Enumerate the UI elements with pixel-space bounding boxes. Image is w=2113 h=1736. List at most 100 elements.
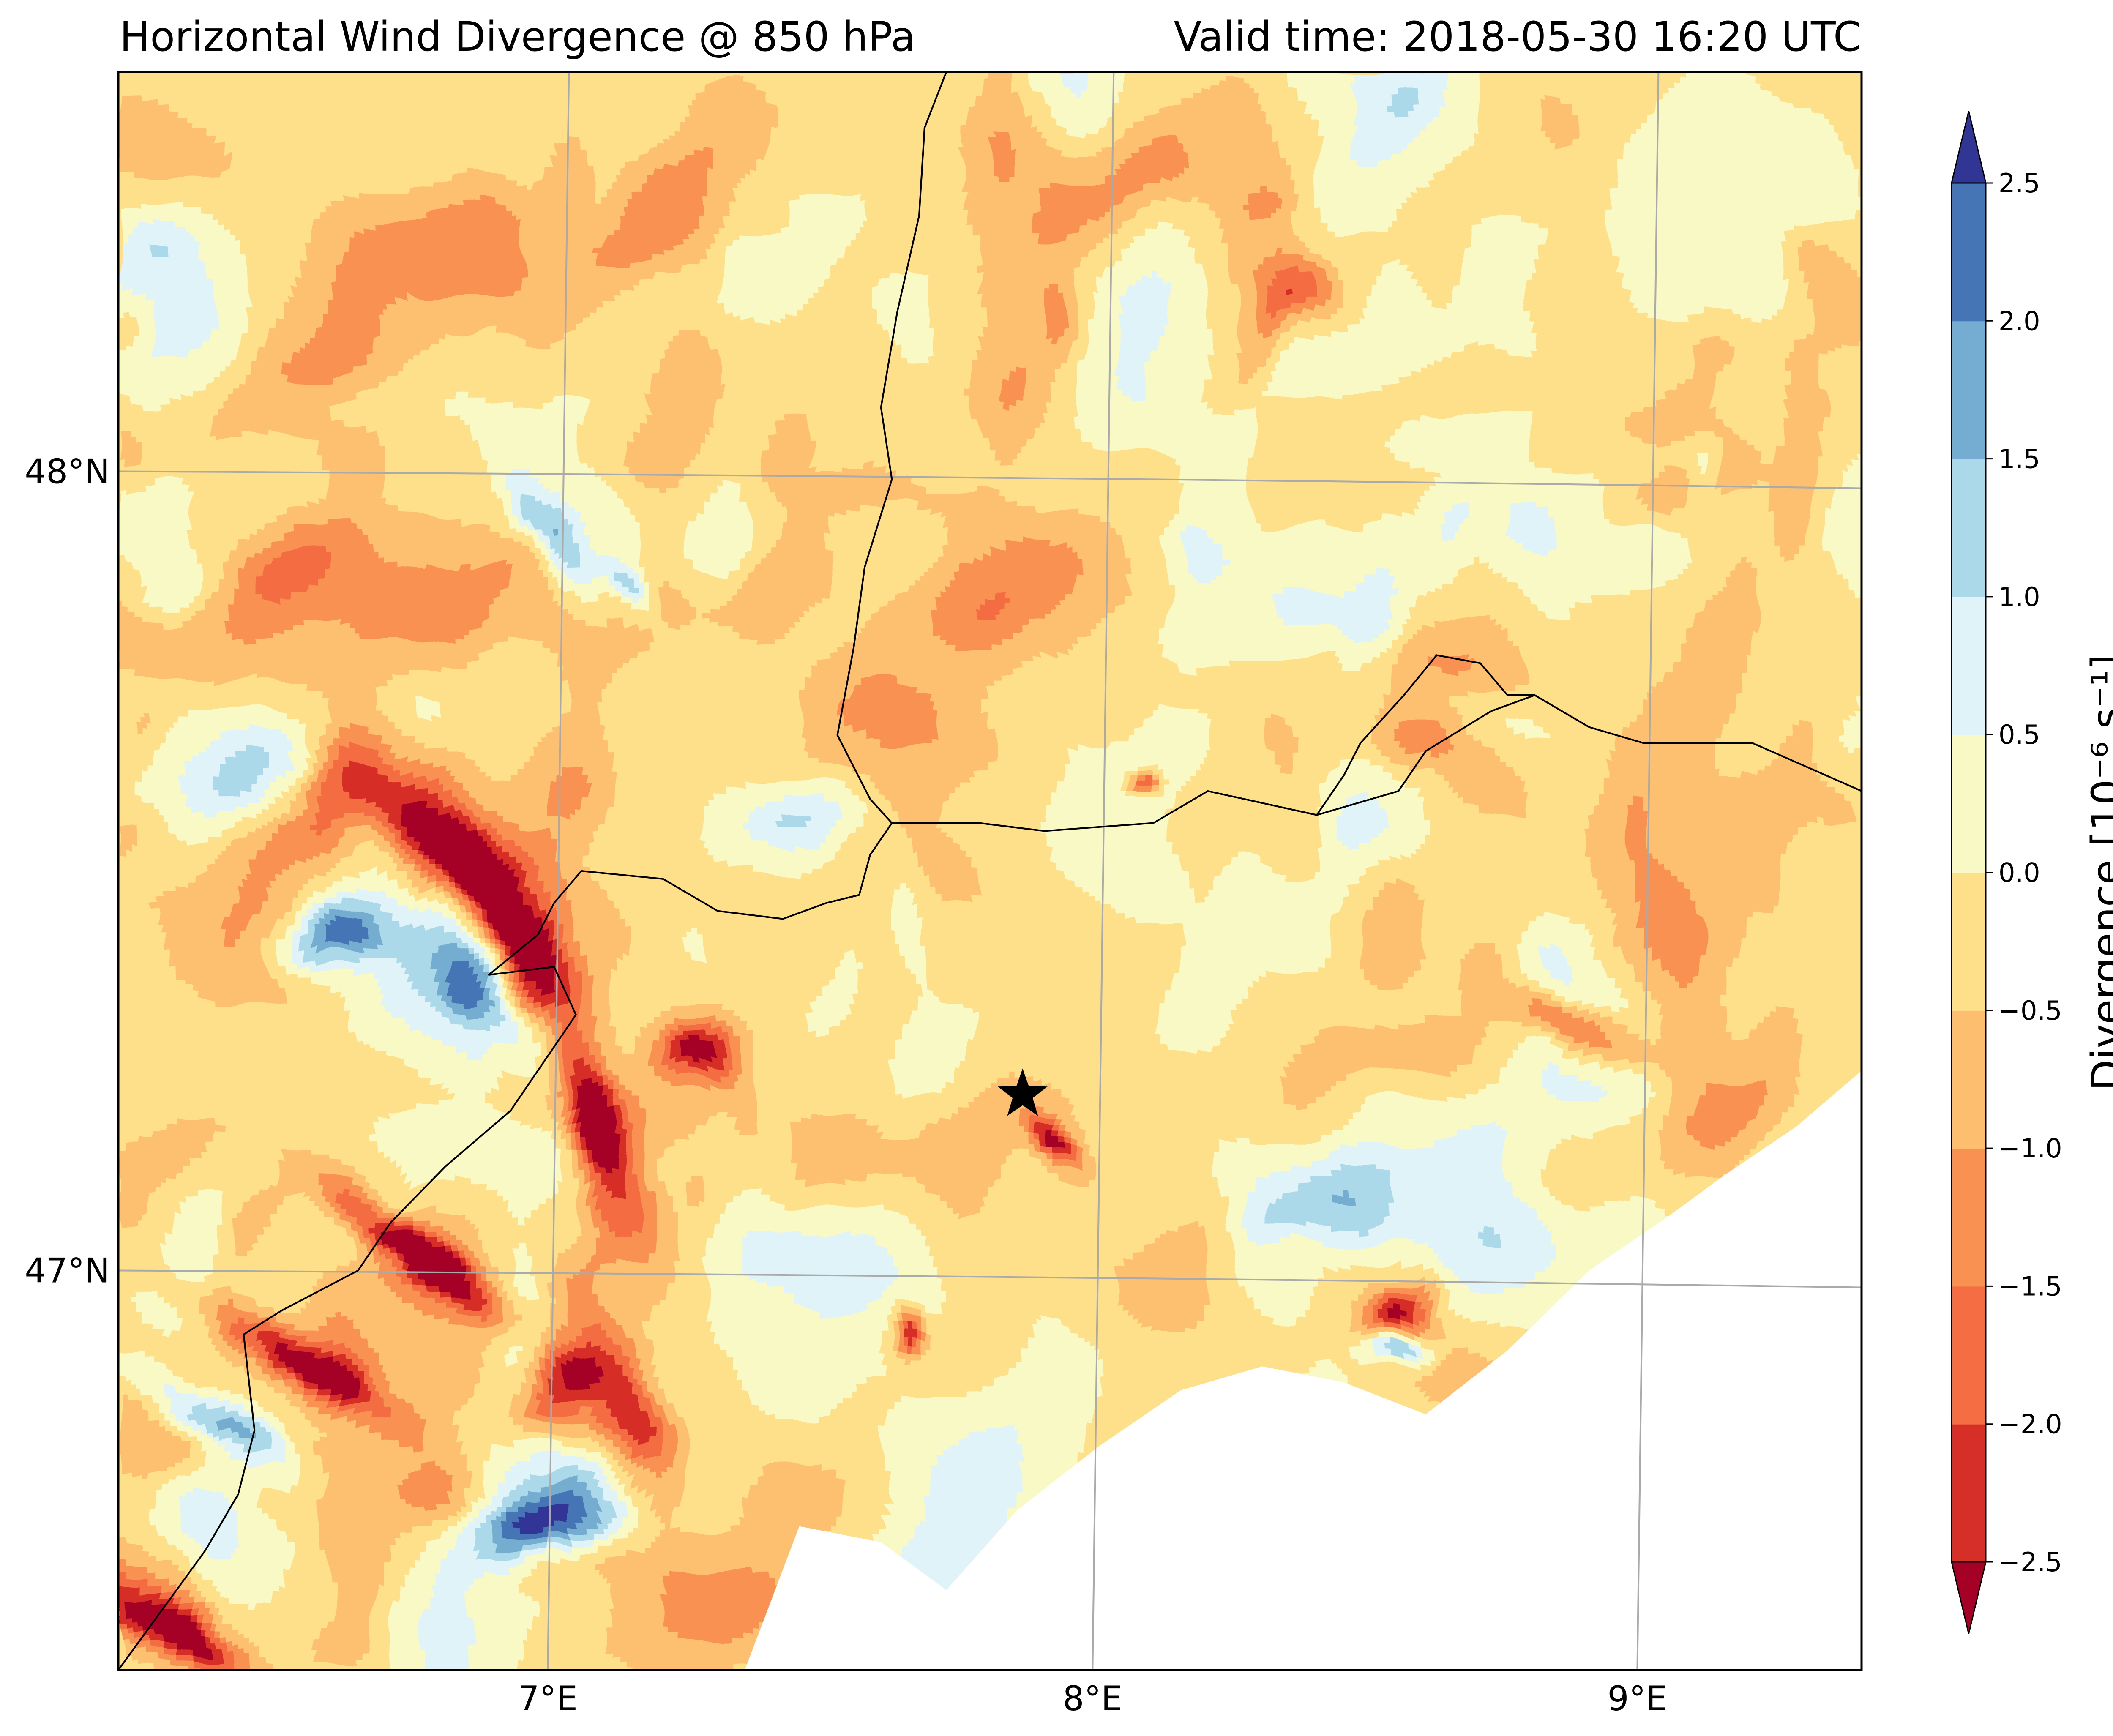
field-cell xyxy=(497,1291,509,1297)
field-cell xyxy=(692,1178,704,1185)
field-cell xyxy=(544,640,651,646)
field-cell xyxy=(473,433,580,439)
field-cell xyxy=(580,1196,592,1202)
field-cell xyxy=(887,1504,923,1510)
field-cell xyxy=(698,563,722,569)
field-cell xyxy=(923,989,935,995)
field-cell xyxy=(177,1421,190,1427)
field-cell xyxy=(710,794,787,800)
field-cell xyxy=(958,161,988,167)
field-cell xyxy=(1828,504,1862,510)
field-cell xyxy=(195,1403,207,1409)
field-cell xyxy=(1627,143,1846,149)
field-cell xyxy=(1414,1308,1426,1315)
field-cell xyxy=(929,1125,1018,1131)
field-cell xyxy=(615,581,633,587)
field-cell xyxy=(379,817,391,824)
field-cell xyxy=(941,729,994,735)
field-cell xyxy=(1278,208,1296,214)
field-cell xyxy=(183,1521,243,1528)
field-cell xyxy=(485,977,491,983)
field-cell xyxy=(231,610,491,617)
field-cell xyxy=(1254,285,1267,291)
field-cell xyxy=(1231,1226,1249,1232)
field-cell xyxy=(562,675,610,682)
field-cell xyxy=(509,569,539,575)
field-cell xyxy=(1124,379,1148,386)
field-cell xyxy=(887,1338,894,1344)
field-cell xyxy=(207,332,243,338)
field-cell xyxy=(698,1060,722,1066)
field-cell xyxy=(828,977,858,983)
field-cell xyxy=(1035,1125,1054,1131)
field-cell xyxy=(319,308,391,315)
field-cell xyxy=(1041,291,1059,297)
field-cell xyxy=(651,1013,675,1019)
field-cell xyxy=(1018,397,1048,404)
field-cell xyxy=(568,947,580,954)
field-cell xyxy=(124,557,196,563)
field-cell xyxy=(763,1285,894,1291)
field-cell xyxy=(556,1255,592,1261)
field-cell xyxy=(337,267,527,273)
field-cell xyxy=(402,1172,562,1179)
field-cell xyxy=(598,1291,663,1297)
field-cell xyxy=(1231,255,1278,262)
field-cell xyxy=(603,1297,657,1303)
field-cell xyxy=(1077,90,1119,96)
field-cell xyxy=(887,1326,894,1332)
field-cell xyxy=(213,291,249,297)
field-cell xyxy=(260,575,314,581)
field-cell xyxy=(1225,1178,1255,1185)
field-cell xyxy=(349,729,367,735)
field-cell xyxy=(1497,1066,1545,1072)
field-cell xyxy=(651,1498,681,1504)
field-cell xyxy=(1231,368,1249,374)
field-cell xyxy=(1071,551,1125,557)
field-cell xyxy=(456,782,551,788)
field-cell xyxy=(1420,1297,1432,1303)
field-cell xyxy=(586,965,616,972)
field-cell xyxy=(1166,628,1343,634)
field-cell xyxy=(811,1007,846,1013)
field-cell xyxy=(603,243,669,250)
field-cell xyxy=(1313,847,1349,853)
field-cell xyxy=(118,131,207,137)
field-cell xyxy=(1509,1166,1545,1173)
field-cell xyxy=(982,84,1018,90)
field-cell xyxy=(166,930,231,936)
field-cell xyxy=(1763,1084,1799,1090)
field-cell xyxy=(663,1474,681,1480)
field-cell xyxy=(118,226,136,232)
field-cell xyxy=(633,1095,758,1102)
field-cell xyxy=(982,433,1030,439)
field-cell xyxy=(550,1320,568,1327)
field-cell xyxy=(290,291,332,297)
field-cell xyxy=(1769,498,1811,504)
field-cell xyxy=(745,1504,846,1510)
field-cell xyxy=(1219,1160,1314,1167)
field-cell xyxy=(1787,557,1799,563)
field-cell xyxy=(325,1220,344,1226)
field-cell xyxy=(1627,805,1645,812)
field-cell xyxy=(1059,1137,1065,1143)
field-cell xyxy=(751,1391,852,1398)
field-cell xyxy=(633,581,639,587)
field-cell xyxy=(686,1024,710,1031)
field-cell xyxy=(1248,1220,1272,1226)
field-cell xyxy=(284,297,326,303)
field-cell xyxy=(651,1054,663,1060)
field-cell xyxy=(923,1509,1012,1516)
field-cell xyxy=(887,924,923,930)
field-cell xyxy=(887,1444,947,1451)
field-cell xyxy=(485,1515,497,1522)
field-cell xyxy=(669,350,716,356)
field-cell xyxy=(1586,1001,1627,1007)
field-cell xyxy=(207,1403,231,1409)
field-cell xyxy=(219,1001,284,1007)
field-cell xyxy=(1095,320,1119,327)
field-cell xyxy=(527,1486,592,1492)
field-cell xyxy=(367,1226,373,1232)
field-cell xyxy=(1041,1149,1054,1155)
field-cell xyxy=(314,1385,326,1392)
